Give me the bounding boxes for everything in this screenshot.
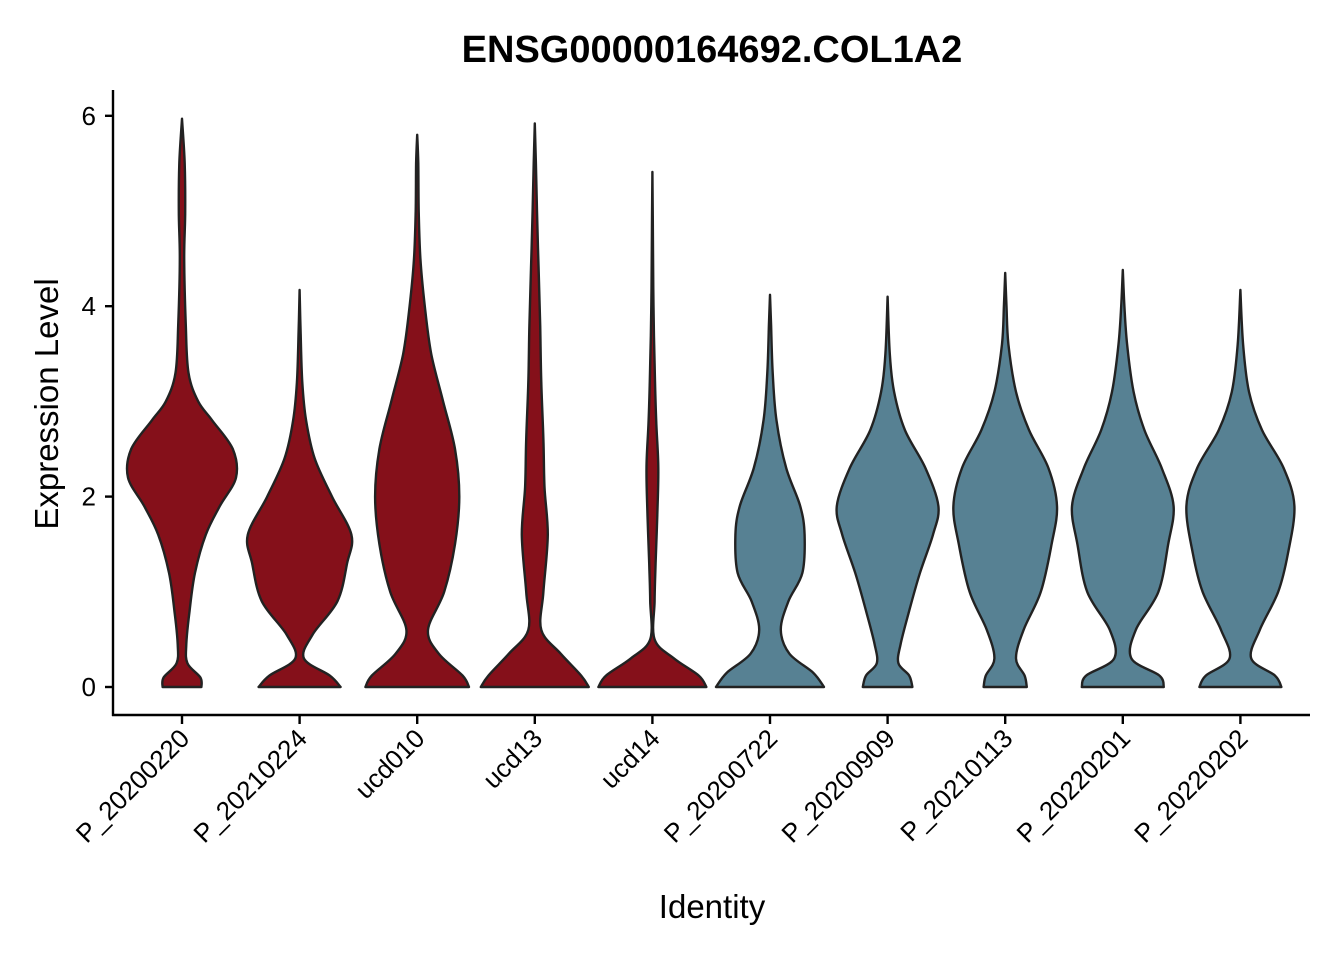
x-tick-label: ucd010: [349, 723, 431, 805]
x-tick-label: P_20200722: [658, 723, 784, 849]
violin-P_20210224: [245, 288, 354, 689]
x-axis-title: Identity: [659, 888, 766, 925]
x-tick-label: ucd13: [477, 723, 548, 794]
violin-ucd010: [364, 133, 471, 689]
y-tick-label: 2: [82, 482, 96, 512]
chart-title: ENSG00000164692.COL1A2: [462, 29, 963, 71]
y-tick-label: 0: [82, 672, 96, 702]
y-tick-label: 6: [82, 101, 96, 131]
violin-series: [125, 117, 1296, 689]
violin-ucd14: [597, 170, 708, 689]
violin-P_20200722: [714, 293, 826, 689]
x-tick-label: P_20210113: [894, 723, 1018, 847]
violin-P_20200909: [835, 295, 940, 689]
x-tick-label: P_20200220: [70, 723, 196, 849]
y-axis-ticks: 0 2 4 6: [82, 101, 113, 702]
y-axis-title: Expression Level: [28, 278, 65, 529]
violin-P_20200220: [125, 117, 239, 689]
x-tick-label: P_20220201: [1011, 723, 1137, 849]
violin-P_20210113: [952, 271, 1059, 689]
x-tick-label: P_20200909: [775, 723, 901, 849]
x-tick-label: P_20210224: [187, 723, 313, 849]
violin-ucd13: [479, 122, 590, 689]
violin-P_20220202: [1185, 288, 1296, 689]
x-tick-label: P_20220202: [1128, 723, 1254, 849]
y-tick-label: 4: [82, 291, 96, 321]
x-tick-label: ucd14: [594, 723, 665, 794]
violin-P_20220201: [1070, 268, 1175, 689]
